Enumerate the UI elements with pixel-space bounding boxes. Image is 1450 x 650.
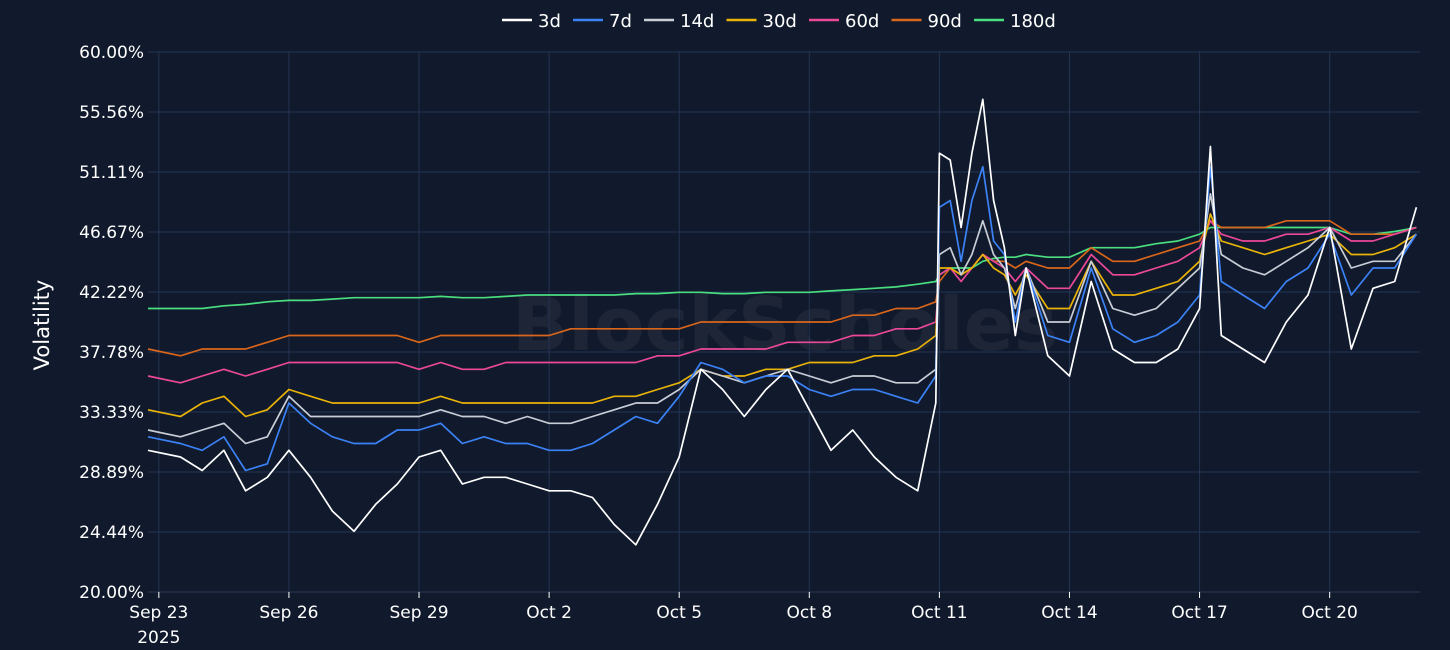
y-axis-title: Volatility [30, 280, 54, 371]
y-tick-label: 42.22% [79, 283, 144, 303]
legend-label: 7d [609, 11, 632, 32]
x-tick-label: Sep 23 [129, 603, 188, 623]
legend-item-90d[interactable]: 90d [891, 11, 962, 32]
x-tick-label: Oct 14 [1041, 603, 1097, 623]
legend-item-3d[interactable]: 3d [502, 11, 561, 32]
series-line-180d [148, 226, 1417, 310]
legend-item-7d[interactable]: 7d [573, 11, 632, 32]
x-axis-ticks: Sep 23 2025 Sep 26 Sep 29 Oct 2 Oct 5 Oct 8 Oct… [129, 592, 1358, 648]
legend-item-180d[interactable]: 180d [974, 11, 1056, 32]
series-lines [147, 98, 1418, 546]
y-tick-label: 20.00% [79, 583, 144, 603]
y-tick-label: 60.00% [79, 43, 144, 63]
legend-item-14d[interactable]: 14d [644, 11, 714, 32]
x-tick-label: Oct 8 [786, 603, 832, 623]
y-tick-label: 33.33% [79, 403, 144, 423]
y-tick-label: 28.89% [79, 463, 144, 483]
x-tick-label: Oct 17 [1171, 603, 1227, 623]
x-tick-label: Oct 20 [1301, 603, 1357, 623]
x-tick-label: Oct 11 [911, 603, 967, 623]
x-tick-label: Oct 2 [526, 603, 572, 623]
y-tick-label: 51.11% [79, 163, 144, 183]
x-tick-label: Sep 29 [389, 603, 448, 623]
legend-label: 3d [538, 11, 561, 32]
x-tick-year-label: 2025 [137, 628, 180, 648]
legend-label: 90d [928, 11, 962, 32]
legend[interactable]: 3d 7d 14d 30d 60d 90d 180d [502, 11, 1056, 32]
watermark: BlockScholes [512, 282, 1058, 368]
legend-label: 14d [680, 11, 714, 32]
grid-lines [148, 51, 1420, 593]
y-tick-label: 46.67% [79, 223, 144, 243]
x-tick-label: Oct 5 [656, 603, 702, 623]
y-tick-label: 37.78% [79, 343, 144, 363]
legend-item-60d[interactable]: 60d [809, 11, 879, 32]
x-tick-label: Sep 26 [259, 603, 318, 623]
y-tick-label: 55.56% [79, 103, 144, 123]
y-axis-ticks: 20.00% 24.44% 28.89% 33.33% 37.78% 42.22% 46.6… [79, 43, 144, 603]
legend-item-30d[interactable]: 30d [726, 11, 797, 32]
legend-label: 60d [845, 11, 879, 32]
series-line-90d [147, 219, 1417, 357]
y-tick-label: 24.44% [79, 523, 144, 543]
legend-label: 30d [763, 11, 797, 32]
legend-label: 180d [1010, 11, 1056, 32]
series-line-3d [147, 98, 1418, 546]
